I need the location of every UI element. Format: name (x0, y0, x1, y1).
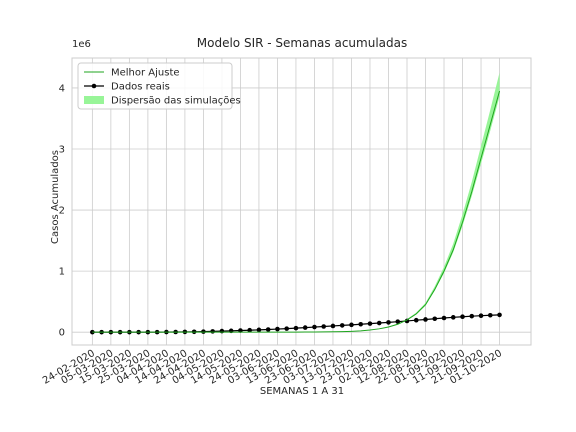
y-axis-label: Casos Acumulados (50, 150, 61, 244)
data-point (275, 326, 280, 332)
y-tick-label: 0 (59, 328, 65, 339)
data-point (497, 312, 502, 318)
data-point (302, 325, 308, 330)
data-point (247, 327, 252, 333)
data-point (312, 324, 317, 330)
data-point (423, 317, 428, 322)
plot-frame (71, 57, 532, 346)
data-point (219, 328, 225, 334)
series-line (92, 90, 501, 333)
data-point (349, 322, 354, 328)
legend-frame (77, 62, 233, 110)
data-point (293, 325, 299, 331)
data-point (321, 324, 327, 329)
legend: Melhor Ajuste Dados reais Dispersão das si… (77, 62, 241, 110)
data-point (395, 319, 401, 324)
data-point (460, 314, 465, 320)
data-point (376, 320, 382, 326)
data-point (358, 321, 364, 327)
data-point (330, 323, 336, 329)
legend-label: Dados reais (111, 82, 170, 93)
data-point (478, 313, 484, 318)
y-tick-label: 1 (59, 267, 65, 278)
data-point (210, 329, 215, 334)
data-point (284, 326, 289, 331)
data-point (367, 321, 373, 326)
data-point (339, 323, 345, 328)
x-axis-label: SEMANAS 1 A 31 (260, 386, 344, 397)
y-tick-label: 4 (59, 83, 65, 94)
data-point (432, 316, 438, 322)
y-tick-label: 2 (59, 206, 65, 217)
data-point (265, 327, 271, 332)
data-point (413, 317, 419, 323)
data-point (469, 313, 475, 319)
legend-label: Dispersão das simulações (111, 96, 241, 107)
data-point (386, 320, 391, 325)
chart-title: Modelo SIR - Semanas acumuladas (197, 36, 407, 50)
data-point (441, 315, 447, 321)
y-tick-label: 3 (59, 144, 65, 155)
data-point (487, 312, 493, 318)
legend-label: Melhor Ajuste (111, 68, 180, 79)
legend-swatch (84, 96, 104, 104)
data-point (450, 315, 456, 320)
data-point (256, 327, 262, 333)
y-offset-label: 1e6 (72, 39, 91, 50)
data-point (201, 329, 206, 334)
legend-marker (91, 83, 97, 89)
